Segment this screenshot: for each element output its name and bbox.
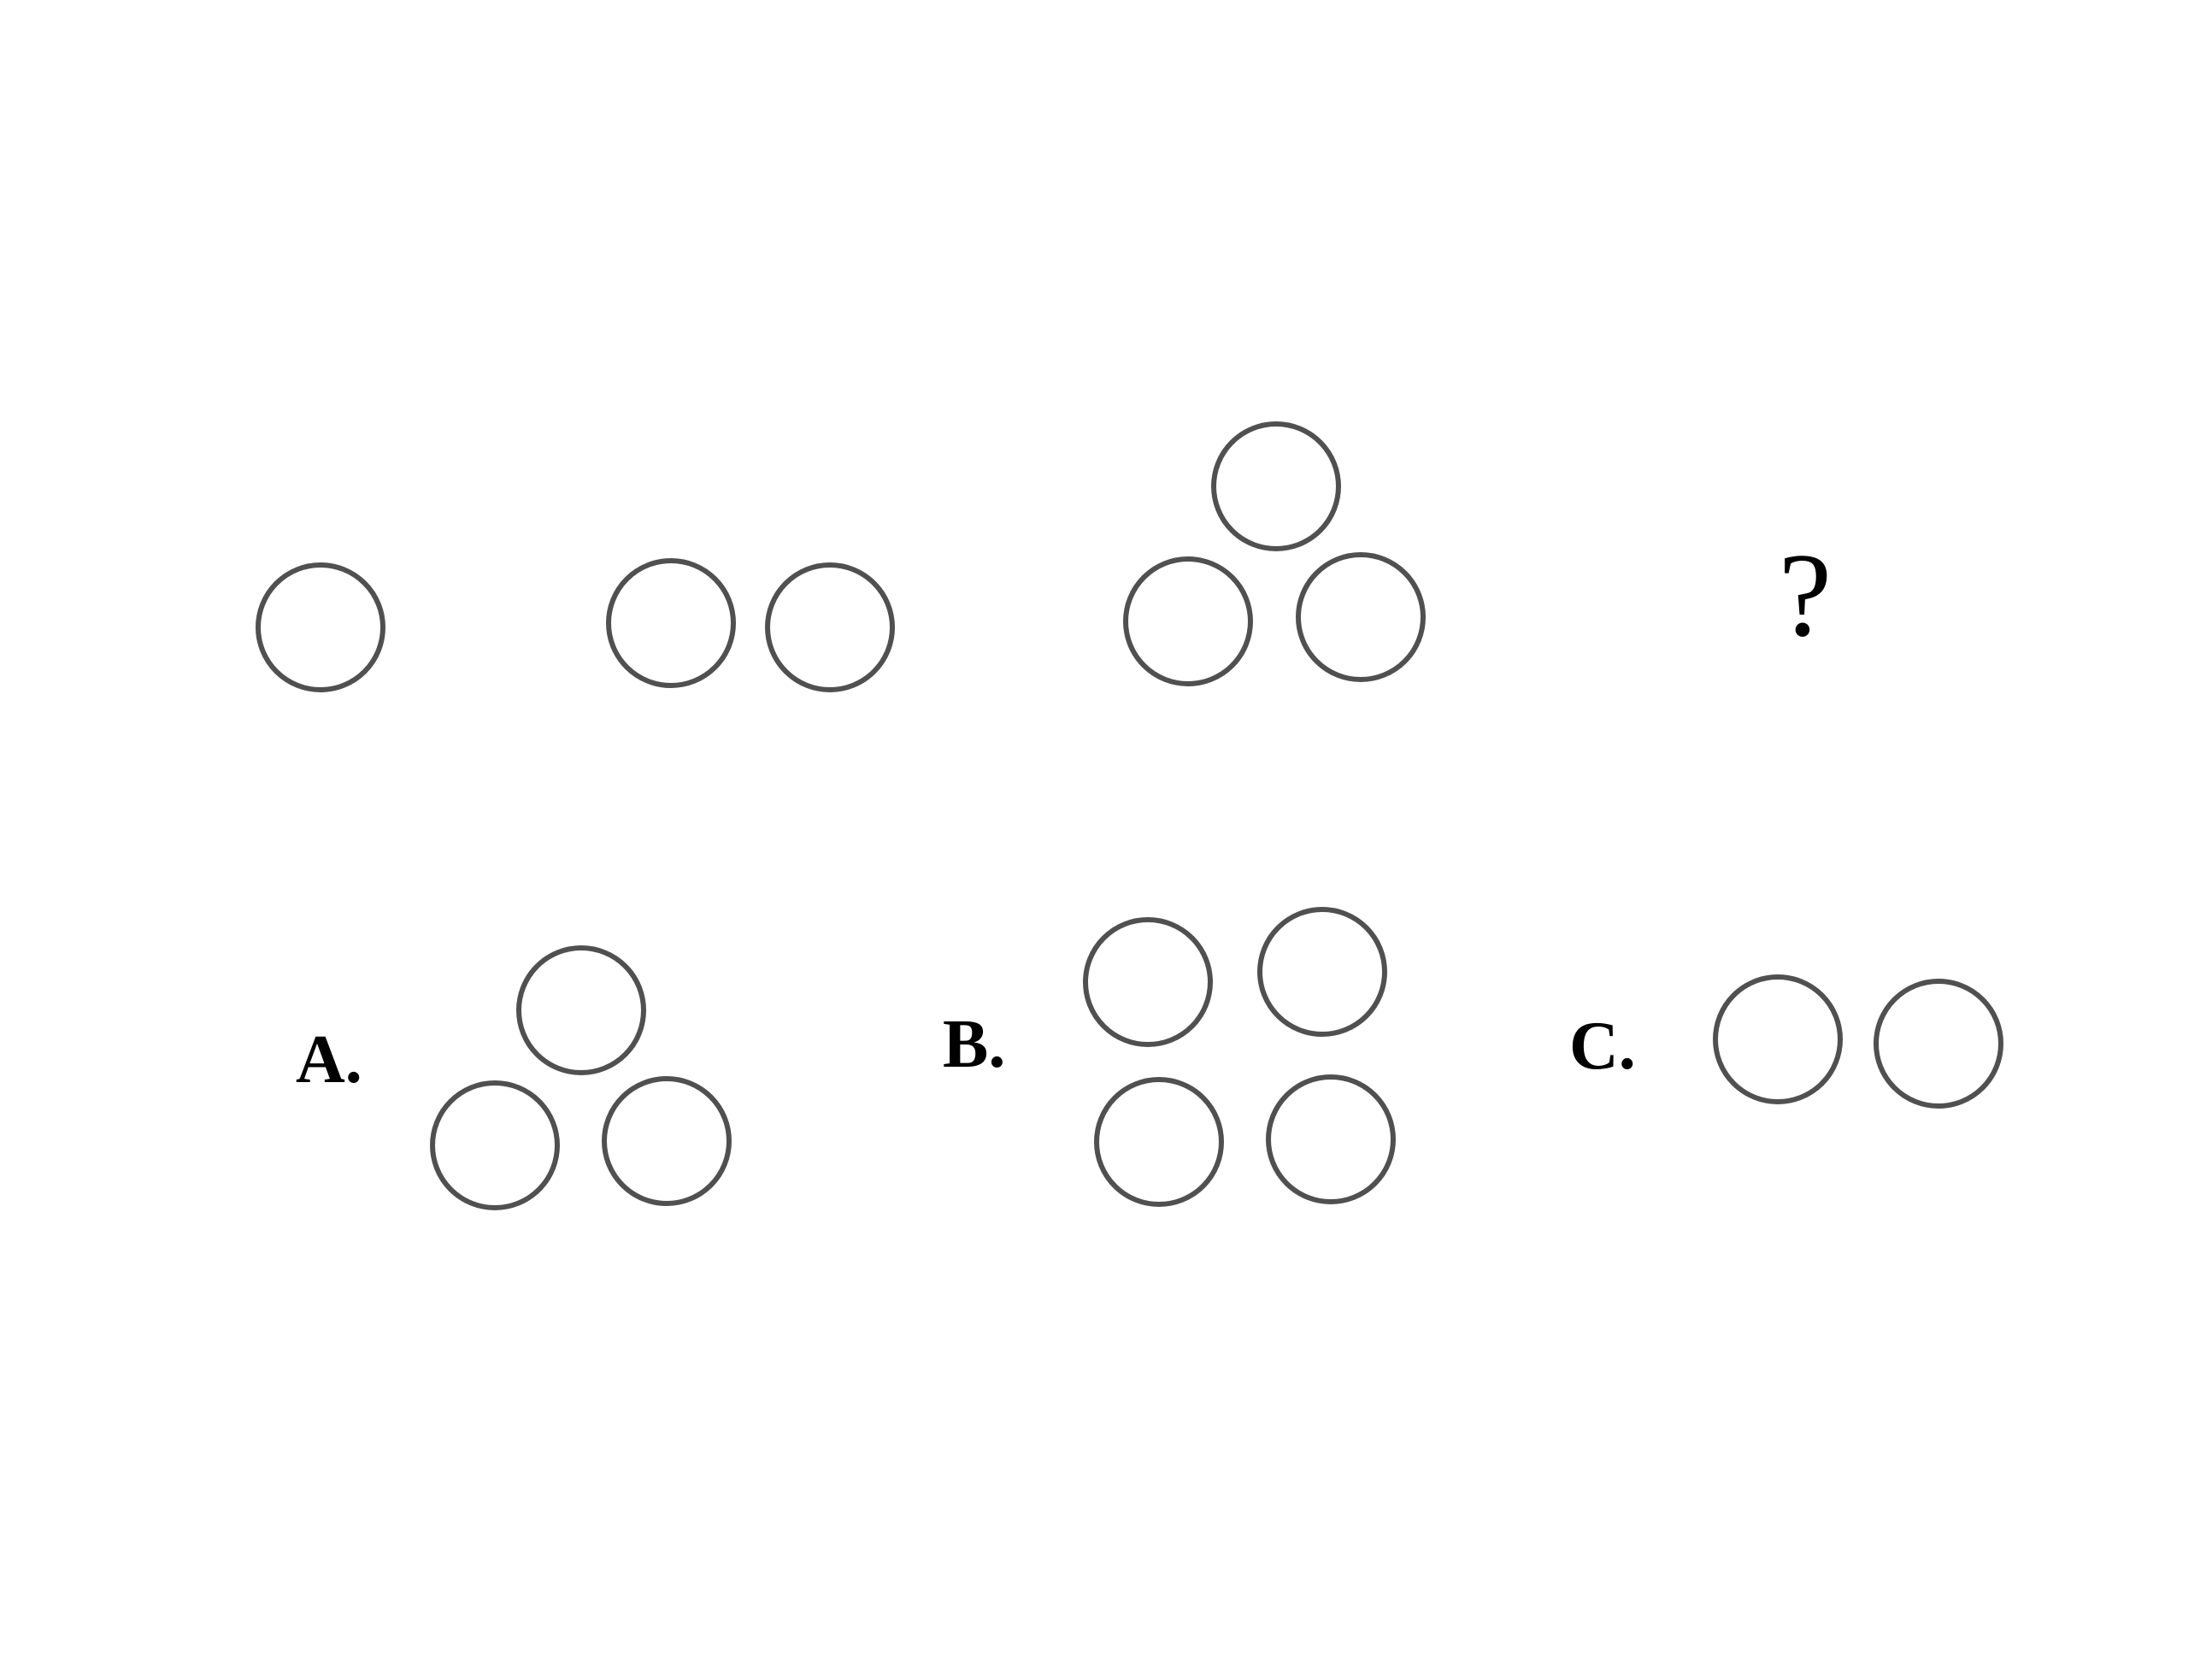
options-row: A. B. C. bbox=[296, 907, 2003, 1210]
option-c[interactable]: C. bbox=[1569, 974, 2003, 1109]
circle-shape bbox=[1083, 917, 1213, 1047]
circle-shape bbox=[1123, 556, 1253, 686]
circle-shape bbox=[606, 558, 736, 688]
option-c-label: C. bbox=[1569, 1009, 1636, 1084]
unknown-item-question-mark: ? bbox=[1779, 529, 1832, 662]
option-b-label: B. bbox=[943, 1007, 1005, 1082]
circle-shape bbox=[1266, 1074, 1396, 1204]
circle-shape bbox=[1094, 1077, 1224, 1207]
sequence-row: ? bbox=[256, 421, 1832, 692]
circle-shape bbox=[1713, 974, 1843, 1104]
sequence-item-1 bbox=[256, 562, 385, 692]
option-a-label: A. bbox=[296, 1022, 362, 1097]
sequence-item-2 bbox=[606, 558, 895, 692]
circle-shape bbox=[516, 945, 646, 1075]
circle-shape bbox=[602, 1076, 732, 1206]
option-a[interactable]: A. bbox=[296, 945, 732, 1210]
option-b[interactable]: B. bbox=[943, 907, 1396, 1207]
circle-shape bbox=[1296, 552, 1426, 682]
sequence-item-3 bbox=[1123, 421, 1426, 686]
circle-shape bbox=[1257, 907, 1387, 1037]
circle-shape bbox=[1874, 979, 2003, 1109]
circle-shape bbox=[256, 562, 385, 692]
circle-shape bbox=[1211, 421, 1341, 551]
circle-shape bbox=[765, 562, 895, 692]
circle-shape bbox=[430, 1080, 560, 1210]
